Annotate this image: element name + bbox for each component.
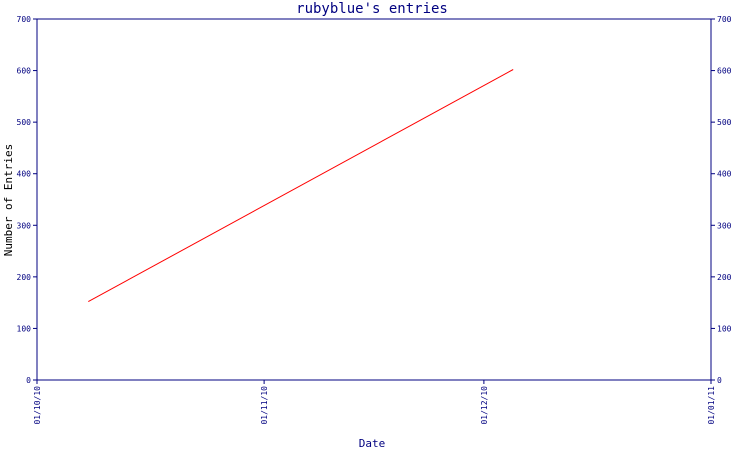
y-tick-label-right: 700 (717, 15, 732, 24)
y-tick-label-left: 700 (17, 15, 32, 24)
y-tick-label-left: 300 (17, 221, 32, 230)
x-tick-label: 01/01/11 (707, 386, 716, 425)
y-tick-label-right: 0 (717, 376, 722, 385)
y-tick-label-left: 600 (17, 67, 32, 76)
series-layer (88, 69, 514, 303)
y-tick-label-left: 400 (17, 170, 32, 179)
y-tick-label-right: 200 (717, 273, 732, 282)
y-tick-label-left: 200 (17, 273, 32, 282)
y-tick-label-right: 500 (717, 118, 732, 127)
y-tick-label-right: 300 (717, 221, 732, 230)
chart-title: rubyblue's entries (296, 1, 448, 17)
y-axis-right: 0 100 200 300 400 500 600 700 (711, 15, 732, 385)
plot-area (36, 18, 712, 381)
y-tick-label-right: 600 (717, 67, 732, 76)
y-tick-label-right: 400 (717, 170, 732, 179)
y-tick-label-left: 100 (17, 324, 32, 333)
y-axis-label: Number of Entries (2, 144, 15, 257)
x-tick-label: 01/11/10 (260, 386, 269, 425)
x-axis: 01/10/10 01/11/10 01/12/10 01/01/11 (33, 380, 716, 425)
y-axis-left: 0 100 200 300 400 500 600 700 (17, 15, 37, 385)
x-tick-label: 01/10/10 (33, 386, 42, 425)
y-tick-label-left: 500 (17, 118, 32, 127)
x-axis-label: Date (359, 437, 386, 450)
x-tick-label: 01/12/10 (480, 386, 489, 425)
y-tick-label-right: 100 (717, 324, 732, 333)
y-tick-label-left: 0 (26, 376, 31, 385)
series-line-0 (88, 69, 514, 303)
